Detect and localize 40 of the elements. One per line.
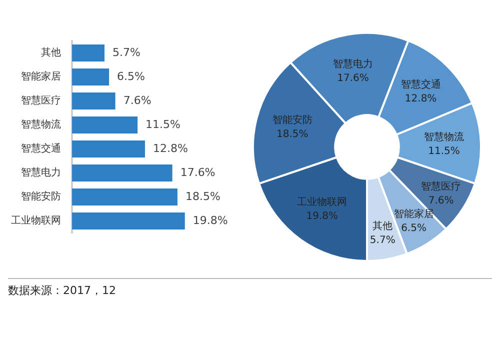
data-label: 19.8%	[306, 211, 338, 222]
source-note: 数据来源：2017，12	[8, 283, 117, 298]
y-tick-label: 智慧物流	[21, 118, 61, 131]
bar	[72, 44, 104, 62]
data-label: 6.5%	[117, 70, 146, 83]
y-tick-label: 智能家居	[21, 70, 61, 83]
data-label: 12.8%	[152, 142, 188, 155]
slice-label: 智慧医疗	[421, 180, 462, 193]
bar	[72, 116, 138, 134]
slice-label: 其他	[372, 220, 393, 232]
data-label: 17.6%	[180, 166, 216, 179]
data-label: 11.5%	[428, 146, 460, 157]
bar	[72, 188, 178, 206]
bar	[72, 92, 116, 110]
data-label: 17.6%	[337, 72, 369, 84]
data-label: 5.7%	[112, 46, 140, 59]
bar	[72, 140, 145, 158]
y-tick-label: 智慧医疗	[21, 94, 61, 107]
data-label: 18.5%	[185, 190, 220, 203]
bar	[72, 164, 172, 182]
data-label: 19.8%	[192, 214, 228, 227]
slice-label: 智慧电力	[333, 58, 374, 70]
y-tick-label: 智慧交通	[21, 142, 61, 155]
data-label: 12.8%	[404, 93, 437, 104]
slice-label: 智慧物流	[424, 130, 464, 143]
data-label: 7.6%	[123, 94, 152, 107]
data-label: 7.6%	[428, 196, 454, 207]
data-label: 11.5%	[146, 118, 181, 131]
y-tick-label: 工业物联网	[11, 214, 61, 227]
slice-label: 智能安防	[272, 114, 312, 126]
y-tick-label: 其他	[41, 46, 61, 59]
y-tick-label: 智慧电力	[21, 166, 61, 179]
data-label: 5.7%	[370, 234, 396, 246]
bar	[72, 68, 110, 86]
y-tick-label: 智能安防	[21, 190, 61, 203]
data-label: 18.5%	[276, 129, 308, 140]
data-label: 6.5%	[401, 222, 426, 234]
slice-label: 智慧交通	[400, 78, 441, 90]
bar	[72, 212, 185, 230]
slice-label: 工业物联网	[297, 196, 348, 208]
